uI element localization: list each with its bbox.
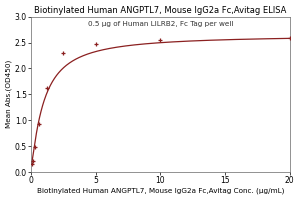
Title: Biotinylated Human ANGPTL7, Mouse IgG2a Fc,Avitag ELISA: Biotinylated Human ANGPTL7, Mouse IgG2a … xyxy=(34,6,286,15)
Text: 0.5 μg of Human LILRB2, Fc Tag per well: 0.5 μg of Human LILRB2, Fc Tag per well xyxy=(88,21,233,27)
X-axis label: Biotinylated Human ANGPTL7, Mouse IgG2a Fc,Avitag Conc. (μg/mL): Biotinylated Human ANGPTL7, Mouse IgG2a … xyxy=(37,188,284,194)
Y-axis label: Mean Abs.(OD450): Mean Abs.(OD450) xyxy=(6,60,12,128)
